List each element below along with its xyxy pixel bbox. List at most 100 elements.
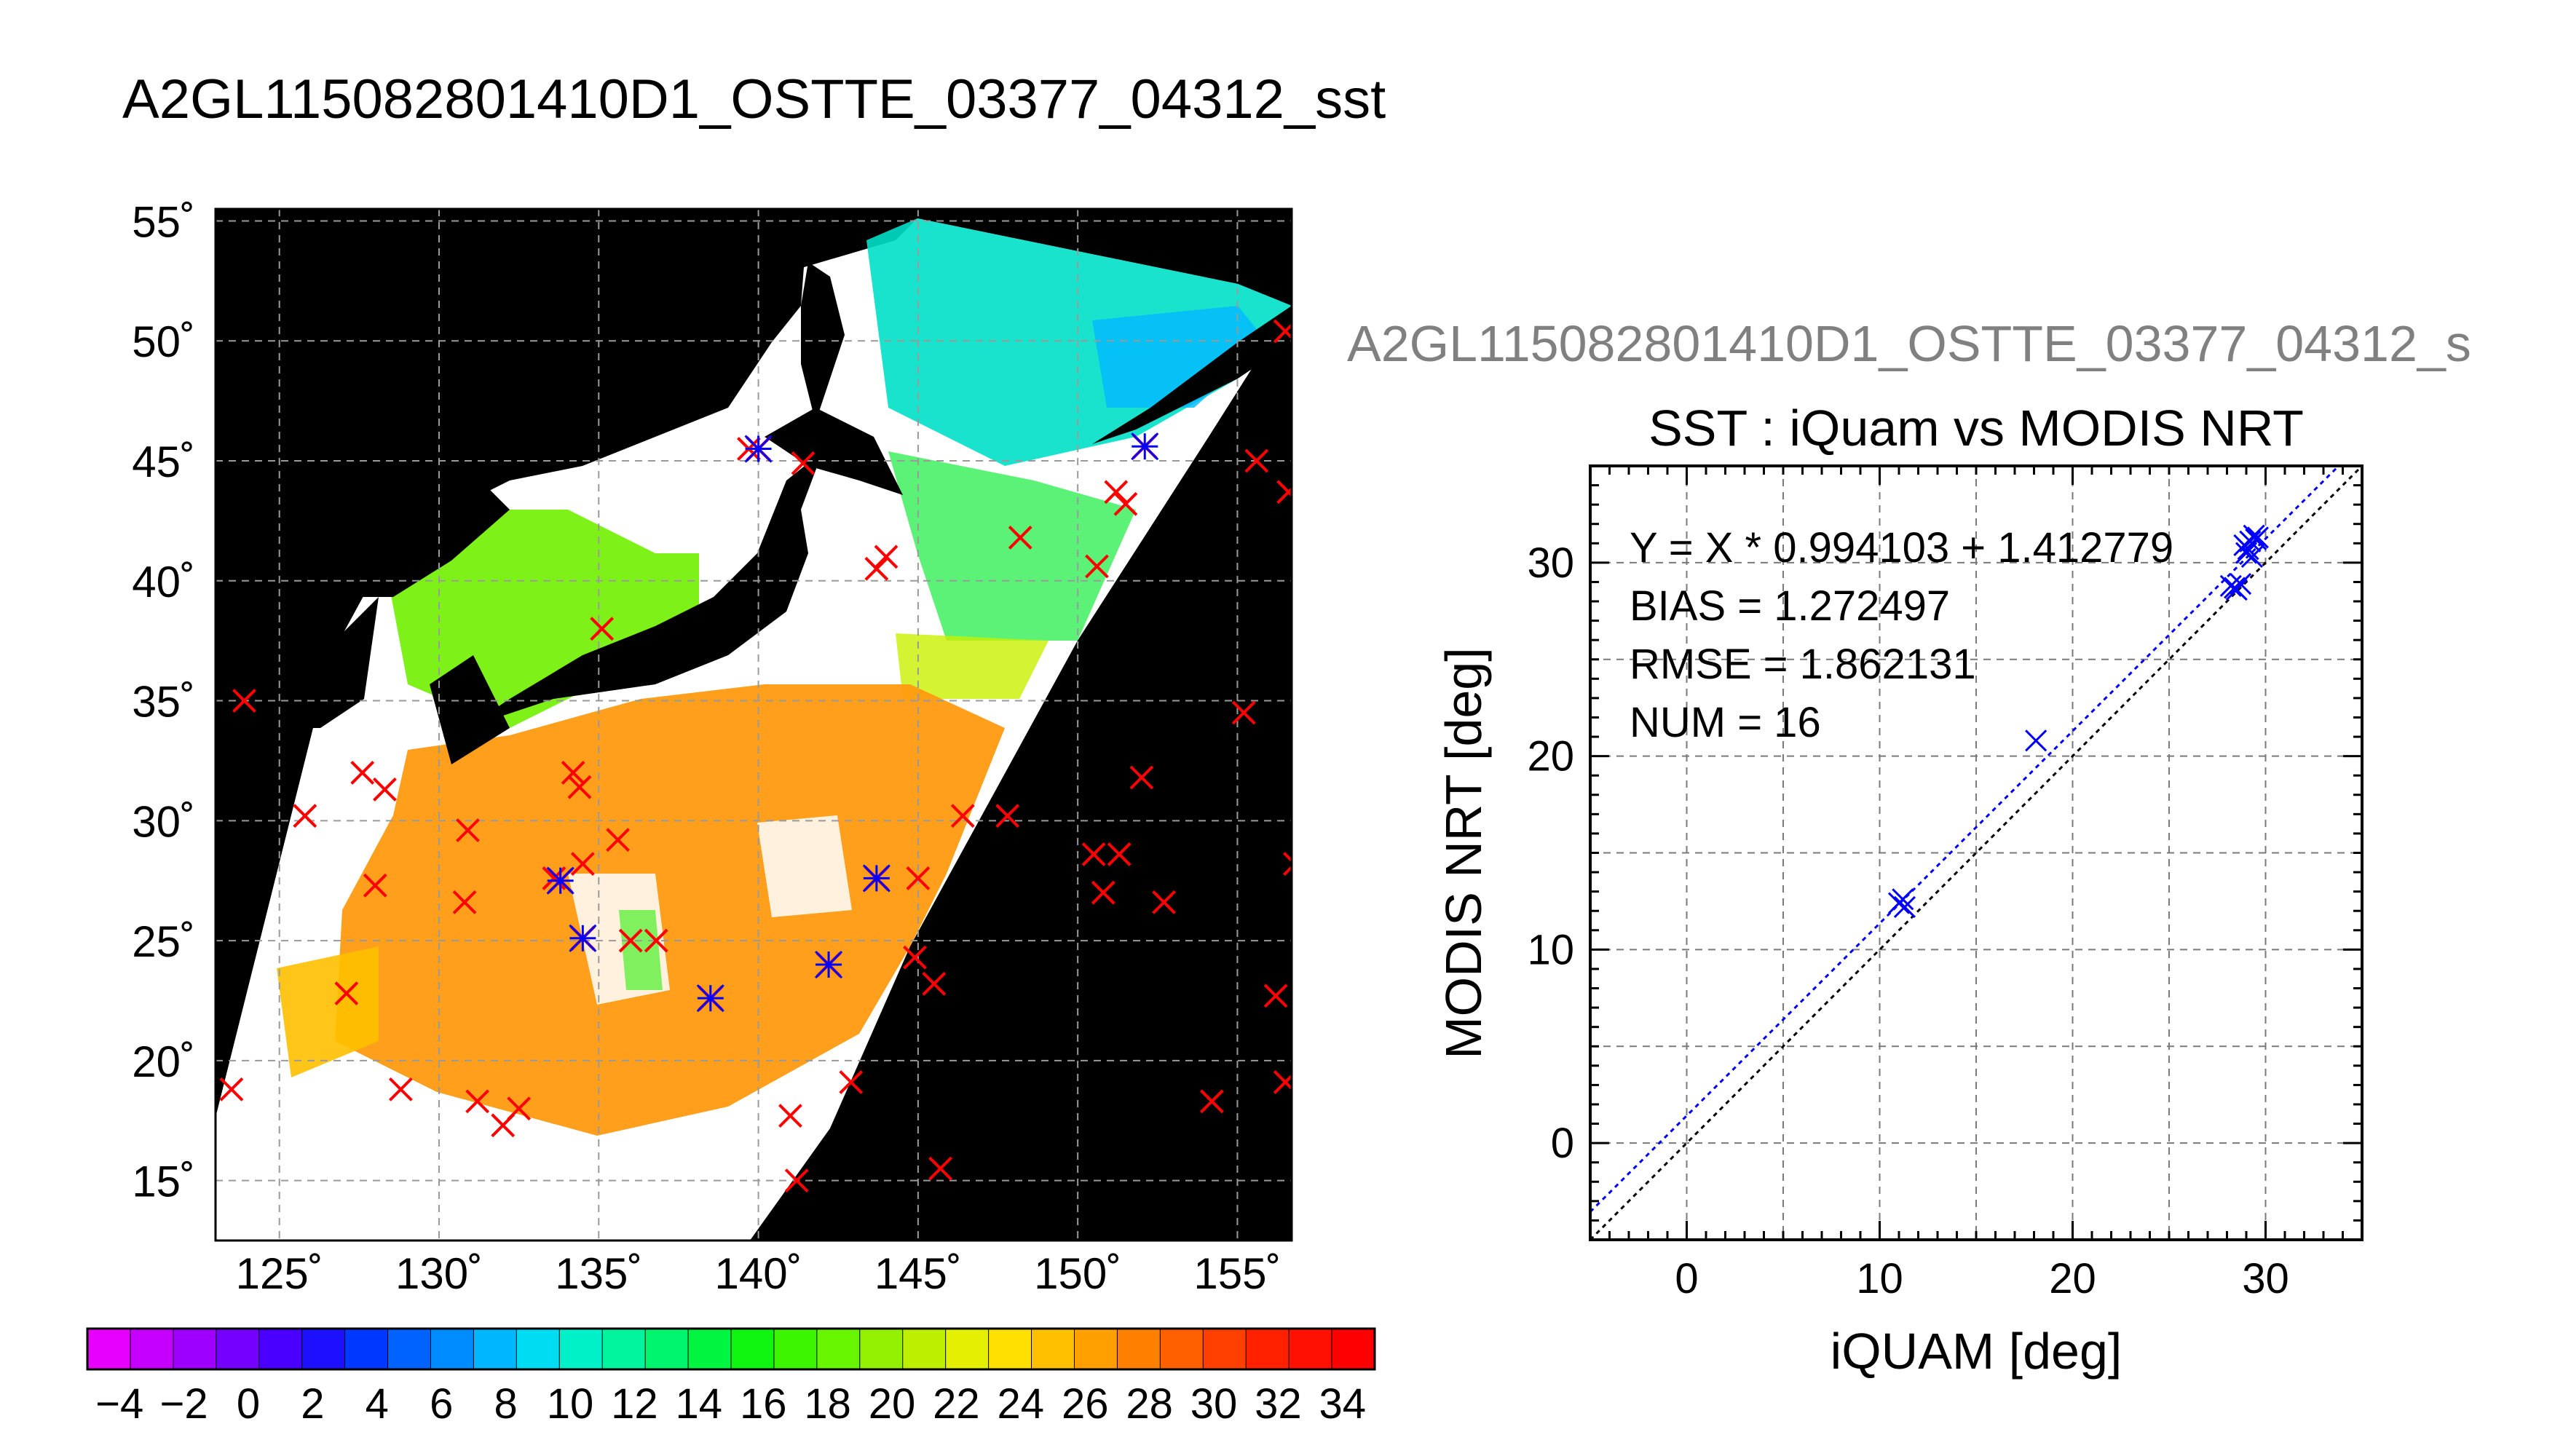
colorbar-swatch — [87, 1328, 132, 1370]
scatter-x-tick-label: 20 — [2049, 1255, 2096, 1302]
map-matchup-marker — [570, 852, 595, 877]
map-matchup-marker-valid — [546, 866, 574, 895]
scatter-y-tick-label: 10 — [1527, 926, 1574, 973]
map-matchup-marker — [1104, 480, 1129, 505]
map-lat-tick-label: 50˚ — [132, 317, 195, 366]
colorbar-tick-label: 0 — [237, 1380, 260, 1428]
map-matchup-marker — [928, 1156, 952, 1181]
colorbar-tick-label: 20 — [869, 1380, 916, 1428]
colorbar-tick-label: 22 — [933, 1380, 980, 1428]
scatter-point — [2219, 574, 2242, 597]
colorbar-swatch — [773, 1328, 818, 1370]
colorbar-swatch — [902, 1328, 947, 1370]
scatter-y-tick-label: 0 — [1551, 1120, 1574, 1167]
map-matchup-marker — [778, 1104, 802, 1128]
map-matchup-marker — [1273, 1070, 1292, 1094]
scatter-x-tick-label: 0 — [1675, 1255, 1698, 1302]
scatter-annotation: RMSE = 1.862131 — [1630, 641, 1976, 688]
one-to-one-line — [1590, 466, 2362, 1240]
colorbar-swatch — [1331, 1328, 1376, 1370]
scatter-annotation: Y = X * 0.994103 + 1.412779 — [1630, 524, 2173, 571]
map-matchup-marker — [1273, 319, 1292, 344]
map-matchup-marker — [567, 775, 592, 799]
map-matchup-marker-valid — [862, 864, 891, 893]
colorbar-swatch — [601, 1328, 647, 1370]
map-matchup-marker — [388, 1077, 413, 1101]
colorbar-swatch — [258, 1328, 304, 1370]
sea-coldest-region — [1092, 306, 1267, 408]
map-lat-tick-label: 45˚ — [132, 438, 195, 486]
map-matchup-marker — [1129, 765, 1154, 790]
land-china-coast — [216, 597, 379, 728]
colorbar-swatch — [1159, 1328, 1204, 1370]
map-red-matchups — [219, 319, 1292, 1193]
scatter-point — [1893, 895, 1916, 918]
map-matchup-marker — [864, 556, 889, 581]
map-matchup-marker — [1091, 880, 1115, 905]
scatter-point — [2224, 577, 2246, 599]
map-matchup-marker — [465, 1089, 490, 1114]
map-lat-tick-label: 35˚ — [132, 678, 195, 727]
colorbar-swatches — [87, 1328, 1376, 1370]
map-matchup-marker — [922, 971, 947, 996]
map-matchup-marker — [839, 1070, 864, 1094]
map-lon-tick-label: 125˚ — [236, 1249, 323, 1298]
map-matchup-marker — [363, 873, 387, 898]
sea-south-china — [277, 946, 379, 1077]
colorbar-tick-label: 4 — [366, 1380, 389, 1428]
scatter-grid — [1590, 466, 2362, 1240]
colorbar-tick-labels: −4 −2 0 2 4 6 8 10 12 14 16 18 20 22 24 26 28 30 32 34 — [95, 1380, 1366, 1428]
land-sakhalin — [801, 262, 845, 422]
colorbar-tick-label: 24 — [998, 1380, 1045, 1428]
map-matchup-marker — [1081, 842, 1106, 866]
colorbar-tick-label: 32 — [1255, 1380, 1302, 1428]
colorbar-tick-label: −2 — [160, 1380, 208, 1428]
map-lon-tick-labels: 125˚ 130˚ 135˚ 140˚ 145˚ 150˚ 155˚ — [236, 1249, 1282, 1298]
map-matchup-marker — [452, 890, 477, 914]
map-matchup-marker — [507, 1096, 532, 1121]
regression-fit-line — [1590, 466, 2340, 1213]
land-asia-mainland — [216, 209, 808, 655]
colorbar-frame — [86, 1327, 1376, 1371]
colorbar-swatch — [558, 1328, 604, 1370]
scatter-points — [1887, 524, 2269, 918]
map-matchup-marker — [606, 828, 631, 852]
colorbar-swatch — [1202, 1328, 1247, 1370]
scatter-x-tick-label: 10 — [1856, 1255, 1903, 1302]
colorbar-swatch — [516, 1328, 561, 1370]
sst-map-panel: 55˚ 50˚ 45˚ 40˚ 35˚ 30˚ 25˚ 20˚ 15˚ 125˚ 130˚ 135˚… — [132, 197, 1293, 1298]
map-matchup-marker — [1276, 480, 1292, 505]
swath-layer — [216, 209, 1292, 1241]
map-matchup-marker — [791, 451, 816, 475]
map-matchup-marker — [293, 804, 317, 828]
map-lon-tick-label: 140˚ — [715, 1249, 802, 1298]
map-blue-matchups — [546, 432, 1159, 1013]
scatter-y-tick-label: 30 — [1527, 539, 1574, 587]
colorbar-swatch — [473, 1328, 518, 1370]
map-matchup-marker — [903, 945, 927, 970]
scatter-point — [2229, 573, 2252, 596]
colorbar-swatch — [301, 1328, 347, 1370]
map-lat-tick-label: 55˚ — [132, 197, 195, 246]
scatter-point — [2246, 526, 2269, 549]
map-lat-tick-label: 25˚ — [132, 917, 195, 966]
colorbar-tick-label: 26 — [1062, 1380, 1109, 1428]
scatter-y-tick-label: 20 — [1527, 733, 1574, 780]
scatter-y-axis-label: MODIS NRT [deg] — [1435, 647, 1492, 1059]
map-lon-tick-label: 155˚ — [1193, 1249, 1281, 1298]
sea-pacific-mid — [896, 633, 1049, 699]
colorbar-swatch — [130, 1328, 175, 1370]
map-matchup-marker — [874, 545, 899, 569]
clipped-secondary-title: A2GL115082801410D1_OSTTE_03377_04312_s — [1347, 315, 2471, 372]
colorbar-tick-label: 16 — [740, 1380, 787, 1428]
colorbar-swatch — [988, 1328, 1033, 1370]
scatter-annotation: BIAS = 1.272497 — [1630, 582, 1950, 630]
map-lat-tick-label: 30˚ — [132, 797, 195, 846]
map-matchup-marker-valid — [569, 924, 597, 952]
colorbar-tick-label: 30 — [1190, 1380, 1238, 1428]
map-matchup-marker — [1008, 526, 1032, 550]
scatter-lines — [1590, 466, 2362, 1240]
map-matchup-marker — [1152, 890, 1176, 914]
colorbar-swatch — [1116, 1328, 1161, 1370]
